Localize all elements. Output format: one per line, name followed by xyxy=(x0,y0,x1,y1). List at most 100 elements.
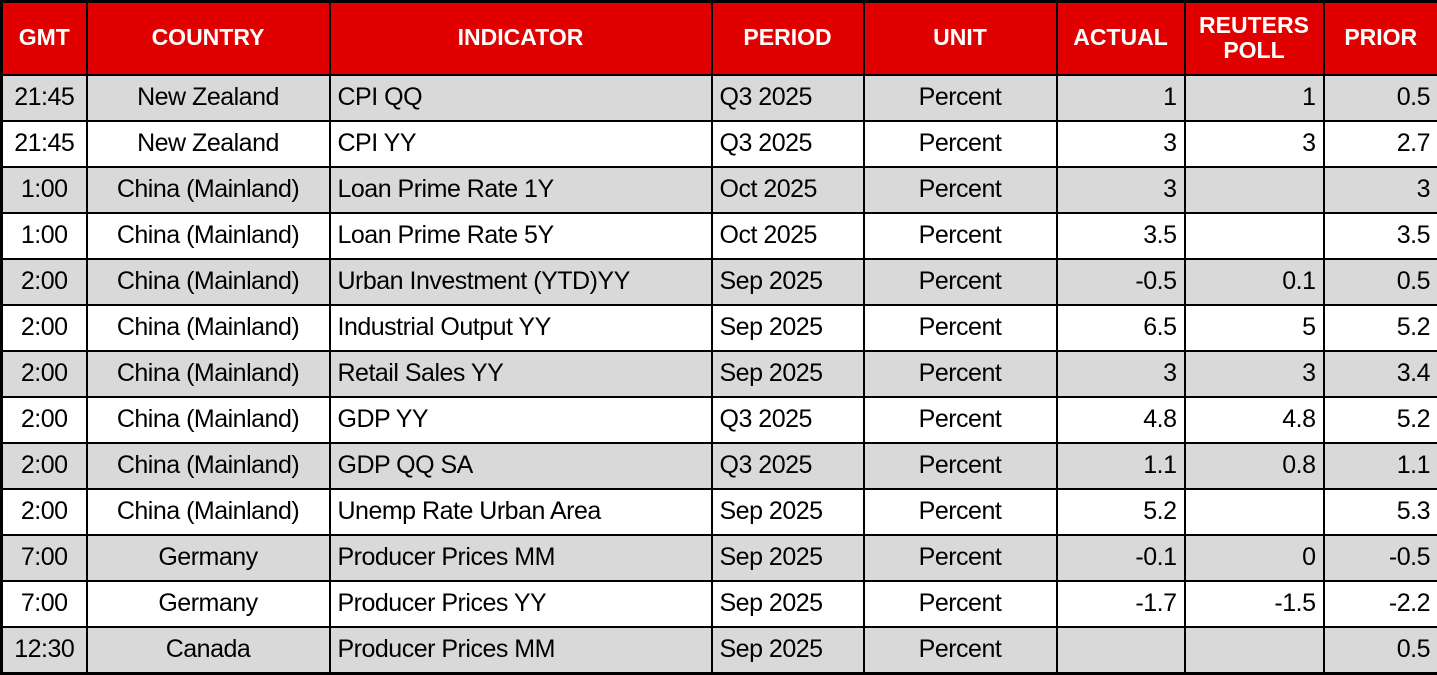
cell-country: China (Mainland) xyxy=(85,395,331,444)
cell-country: China (Mainland) xyxy=(85,349,331,398)
cell-country: China (Mainland) xyxy=(85,211,331,260)
cell-period: Oct 2025 xyxy=(710,211,865,260)
cell-indicator: Industrial Output YY xyxy=(328,303,713,352)
cell-actual: -0.1 xyxy=(1055,533,1186,582)
cell-reuters-poll xyxy=(1183,487,1325,536)
cell-unit: Percent xyxy=(862,441,1058,490)
cell-gmt: 2:00 xyxy=(0,349,88,398)
cell-actual: 1 xyxy=(1055,73,1186,122)
column-header-reuters-poll: REUTERS POLL xyxy=(1183,0,1325,76)
column-header-country: COUNTRY xyxy=(85,0,331,76)
cell-reuters-poll: -1.5 xyxy=(1183,579,1325,628)
cell-prior: 2.7 xyxy=(1322,119,1437,168)
header-row: GMT COUNTRY INDICATOR PERIOD UNIT ACTUAL REUTE… xyxy=(0,0,1437,76)
cell-period: Sep 2025 xyxy=(710,579,865,628)
cell-reuters-poll: 0.1 xyxy=(1183,257,1325,306)
cell-gmt: 12:30 xyxy=(0,625,88,675)
table-row: 2:00 China (Mainland) GDP YY Q3 2025 Percent… xyxy=(0,395,1437,444)
cell-gmt: 21:45 xyxy=(0,73,88,122)
cell-indicator: Retail Sales YY xyxy=(328,349,713,398)
cell-indicator: CPI YY xyxy=(328,119,713,168)
column-header-indicator: INDICATOR xyxy=(328,0,713,76)
cell-period: Oct 2025 xyxy=(710,165,865,214)
cell-country: Germany xyxy=(85,579,331,628)
cell-reuters-poll: 0 xyxy=(1183,533,1325,582)
cell-prior: -0.5 xyxy=(1322,533,1437,582)
cell-prior: 5.2 xyxy=(1322,395,1437,444)
cell-gmt: 1:00 xyxy=(0,211,88,260)
cell-country: New Zealand xyxy=(85,119,331,168)
table-row: 2:00 China (Mainland) Retail Sales YY Sep 2… xyxy=(0,349,1437,398)
cell-country: Canada xyxy=(85,625,331,675)
cell-gmt: 21:45 xyxy=(0,119,88,168)
cell-actual: 6.5 xyxy=(1055,303,1186,352)
cell-actual: -0.5 xyxy=(1055,257,1186,306)
cell-indicator: Producer Prices YY xyxy=(328,579,713,628)
cell-actual: 5.2 xyxy=(1055,487,1186,536)
cell-unit: Percent xyxy=(862,349,1058,398)
cell-period: Sep 2025 xyxy=(710,257,865,306)
cell-prior: 3.5 xyxy=(1322,211,1437,260)
cell-unit: Percent xyxy=(862,625,1058,675)
cell-period: Q3 2025 xyxy=(710,119,865,168)
cell-indicator: GDP YY xyxy=(328,395,713,444)
cell-prior: 0.5 xyxy=(1322,625,1437,675)
cell-gmt: 2:00 xyxy=(0,303,88,352)
cell-country: China (Mainland) xyxy=(85,165,331,214)
cell-actual: 3 xyxy=(1055,165,1186,214)
cell-actual: 1.1 xyxy=(1055,441,1186,490)
cell-country: New Zealand xyxy=(85,73,331,122)
cell-prior: 0.5 xyxy=(1322,257,1437,306)
cell-country: China (Mainland) xyxy=(85,257,331,306)
table-row: 2:00 China (Mainland) Unemp Rate Urban Are… xyxy=(0,487,1437,536)
cell-indicator: GDP QQ SA xyxy=(328,441,713,490)
cell-unit: Percent xyxy=(862,165,1058,214)
cell-reuters-poll: 5 xyxy=(1183,303,1325,352)
cell-period: Sep 2025 xyxy=(710,487,865,536)
cell-period: Q3 2025 xyxy=(710,395,865,444)
cell-unit: Percent xyxy=(862,533,1058,582)
cell-indicator: Urban Investment (YTD)YY xyxy=(328,257,713,306)
cell-prior: 3 xyxy=(1322,165,1437,214)
table-row: 2:00 China (Mainland) Industrial Output YY… xyxy=(0,303,1437,352)
cell-actual xyxy=(1055,625,1186,675)
cell-reuters-poll: 1 xyxy=(1183,73,1325,122)
cell-actual: 3 xyxy=(1055,349,1186,398)
cell-reuters-poll: 3 xyxy=(1183,119,1325,168)
cell-unit: Percent xyxy=(862,211,1058,260)
column-header-gmt: GMT xyxy=(0,0,88,76)
cell-reuters-poll xyxy=(1183,625,1325,675)
column-header-unit: UNIT xyxy=(862,0,1058,76)
cell-actual: 3 xyxy=(1055,119,1186,168)
table-row: 1:00 China (Mainland) Loan Prime Rate 1Y Oc… xyxy=(0,165,1437,214)
cell-reuters-poll: 0.8 xyxy=(1183,441,1325,490)
table-row: 7:00 Germany Producer Prices YY Sep 2025 Per… xyxy=(0,579,1437,628)
column-header-prior: PRIOR xyxy=(1322,0,1437,76)
cell-indicator: Loan Prime Rate 5Y xyxy=(328,211,713,260)
cell-period: Sep 2025 xyxy=(710,533,865,582)
cell-prior: 5.2 xyxy=(1322,303,1437,352)
cell-gmt: 2:00 xyxy=(0,487,88,536)
table-header: GMT COUNTRY INDICATOR PERIOD UNIT ACTUAL REUTE… xyxy=(0,0,1437,76)
column-header-actual: ACTUAL xyxy=(1055,0,1186,76)
cell-period: Q3 2025 xyxy=(710,73,865,122)
cell-country: China (Mainland) xyxy=(85,487,331,536)
cell-reuters-poll xyxy=(1183,165,1325,214)
cell-actual: 4.8 xyxy=(1055,395,1186,444)
cell-reuters-poll: 4.8 xyxy=(1183,395,1325,444)
cell-unit: Percent xyxy=(862,119,1058,168)
cell-unit: Percent xyxy=(862,395,1058,444)
cell-indicator: CPI QQ xyxy=(328,73,713,122)
cell-period: Q3 2025 xyxy=(710,441,865,490)
cell-indicator: Loan Prime Rate 1Y xyxy=(328,165,713,214)
cell-country: China (Mainland) xyxy=(85,303,331,352)
cell-period: Sep 2025 xyxy=(710,303,865,352)
cell-indicator: Producer Prices MM xyxy=(328,625,713,675)
cell-prior: 5.3 xyxy=(1322,487,1437,536)
table-row: 21:45 New Zealand CPI QQ Q3 2025 Percent 1 1 0.… xyxy=(0,73,1437,122)
table-row: 2:00 China (Mainland) Urban Investment (YT… xyxy=(0,257,1437,306)
cell-unit: Percent xyxy=(862,257,1058,306)
table-body: 21:45 New Zealand CPI QQ Q3 2025 Percent 1 1 0.… xyxy=(0,73,1437,675)
cell-prior: 0.5 xyxy=(1322,73,1437,122)
cell-gmt: 7:00 xyxy=(0,533,88,582)
